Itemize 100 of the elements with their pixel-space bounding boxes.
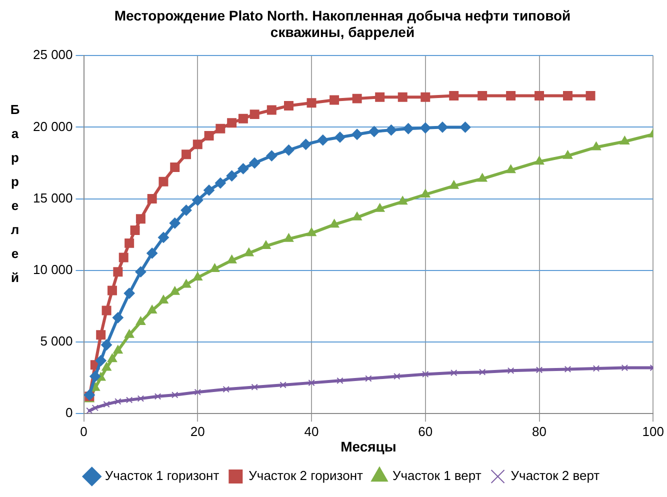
- point: [564, 366, 572, 373]
- point: [283, 144, 294, 156]
- point: [147, 194, 157, 204]
- point: [478, 90, 488, 100]
- x-tick-label: 60: [418, 424, 433, 439]
- point: [192, 194, 204, 206]
- point: [102, 362, 112, 371]
- y-tick-label: 15 000: [32, 190, 73, 206]
- point: [107, 286, 117, 296]
- point: [194, 388, 201, 396]
- x-tick-label: 20: [190, 424, 205, 439]
- point: [222, 386, 230, 393]
- point: [449, 90, 459, 100]
- point: [250, 110, 260, 120]
- point: [103, 400, 110, 408]
- point: [266, 150, 278, 162]
- point: [398, 92, 408, 102]
- point: [170, 286, 180, 295]
- x-axis-title: Месяцы: [340, 438, 396, 454]
- y-tick-label: 25 000: [32, 47, 73, 62]
- point: [158, 232, 169, 243]
- point: [210, 263, 220, 272]
- point: [375, 92, 385, 102]
- legend-label: Участок 2 верт: [510, 468, 600, 484]
- point: [284, 100, 294, 110]
- point: [365, 375, 372, 382]
- point: [113, 267, 123, 277]
- point: [478, 173, 488, 182]
- point: [261, 240, 271, 250]
- point: [308, 379, 315, 386]
- point: [449, 180, 459, 189]
- point: [420, 122, 431, 134]
- y-tick-label: 10 000: [32, 262, 73, 277]
- point: [182, 150, 191, 160]
- point: [368, 126, 380, 137]
- point: [621, 364, 628, 372]
- point: [591, 142, 602, 150]
- point: [226, 170, 238, 182]
- x-tick-label: 100: [642, 424, 664, 439]
- point: [181, 279, 192, 288]
- point: [280, 382, 286, 388]
- point: [306, 98, 316, 108]
- point: [450, 369, 458, 376]
- point: [130, 226, 140, 236]
- point: [562, 150, 573, 159]
- point: [170, 162, 180, 172]
- point: [90, 370, 101, 382]
- point: [118, 252, 128, 262]
- point: [534, 90, 544, 100]
- point: [436, 122, 448, 133]
- point: [330, 95, 340, 105]
- y-tick-label: 20 000: [32, 118, 73, 134]
- point: [422, 370, 429, 378]
- point: [507, 367, 514, 374]
- point: [101, 339, 112, 350]
- legend-label: Участок 1 верт: [392, 468, 482, 484]
- point: [460, 122, 471, 133]
- point: [124, 288, 135, 299]
- point: [420, 189, 430, 198]
- point: [334, 132, 346, 143]
- point: [386, 124, 397, 136]
- x-tick-label: 40: [304, 424, 319, 439]
- point: [158, 176, 168, 186]
- chart-title: Месторождение Plato North. Накопленная добыча нефти типовой скважины, баррелей: [114, 7, 571, 40]
- point: [592, 365, 600, 372]
- point: [124, 238, 134, 248]
- point: [300, 138, 312, 150]
- point: [266, 105, 276, 115]
- point: [251, 384, 258, 390]
- point: [114, 398, 122, 405]
- point: [136, 316, 146, 325]
- point: [352, 94, 362, 104]
- point: [204, 131, 214, 141]
- point: [238, 163, 249, 174]
- point: [112, 312, 124, 324]
- point: [394, 373, 400, 380]
- x-tick-label: 0: [80, 424, 88, 439]
- point: [214, 178, 226, 189]
- point: [158, 294, 168, 304]
- point: [147, 304, 157, 314]
- point: [238, 114, 248, 124]
- point: [96, 330, 106, 340]
- point: [506, 164, 516, 174]
- legend-label: Участок 2 горизонт: [248, 468, 364, 484]
- point: [352, 128, 363, 140]
- point: [113, 345, 123, 354]
- point: [398, 196, 408, 205]
- point: [136, 214, 146, 224]
- point: [172, 392, 178, 398]
- point: [506, 90, 516, 100]
- point: [169, 218, 180, 229]
- point: [352, 212, 362, 220]
- point: [192, 140, 202, 150]
- point: [126, 396, 133, 404]
- point: [216, 124, 226, 134]
- point: [107, 354, 118, 362]
- point: [420, 92, 430, 102]
- point: [226, 254, 237, 264]
- y-tick-label: 5 000: [40, 334, 73, 349]
- point: [329, 219, 340, 228]
